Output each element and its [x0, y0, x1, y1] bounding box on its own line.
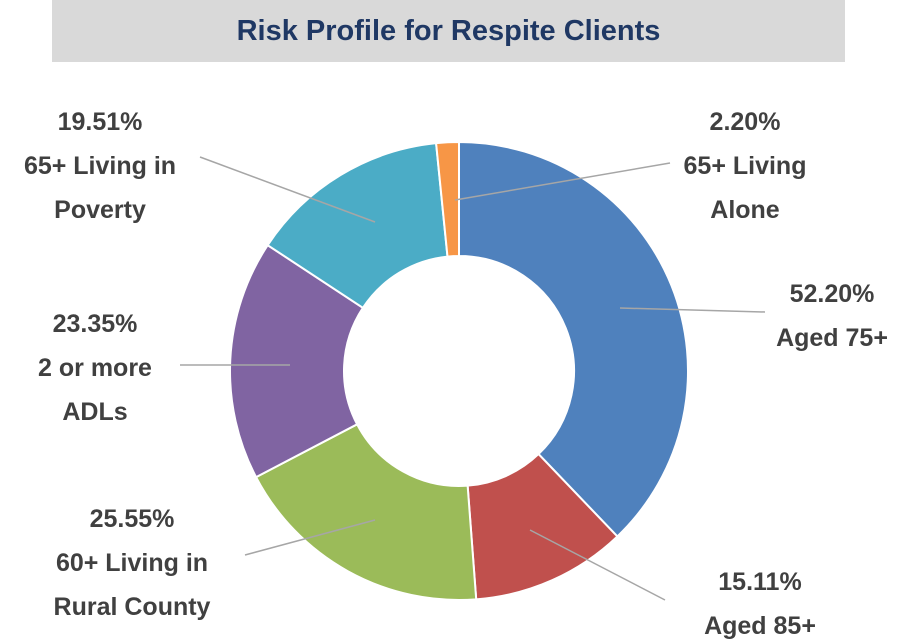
value-label: 52.20%: [789, 280, 875, 308]
slice-label: 23.35% 2 or more ADLs: [15, 302, 175, 434]
category-label: 2 or more ADLs: [38, 354, 152, 426]
leader-line: [244, 519, 376, 556]
category-label: Aged 85+: [704, 612, 816, 640]
donut-slice: [254, 422, 478, 601]
donut-slice: [434, 140, 460, 258]
chart-title: Risk Profile for Respite Clients: [236, 14, 661, 47]
category-label: 65+ Living Alone: [683, 152, 807, 224]
donut-slice: [458, 140, 689, 538]
leader-line: [199, 156, 376, 223]
title-band: Risk Profile for Respite Clients: [52, 0, 845, 62]
value-label: 2.20%: [709, 108, 781, 136]
category-label: 65+ Living in Poverty: [23, 152, 177, 224]
donut-slice: [229, 243, 365, 479]
value-label: 15.11%: [718, 568, 802, 596]
category-label: 60+ Living in Rural County: [53, 549, 211, 621]
slice-label: 52.20% Aged 75+: [732, 272, 912, 360]
slice-label: 19.51% 65+ Living in Poverty: [0, 100, 200, 232]
value-label: 23.35%: [52, 310, 138, 338]
slice-label: 25.55% 60+ Living in Rural County: [32, 497, 232, 629]
value-label: 19.51%: [57, 108, 143, 136]
leader-line: [619, 307, 766, 313]
leader-line: [454, 162, 671, 201]
leader-line: [529, 529, 666, 601]
donut-slice: [266, 142, 449, 310]
slice-label: 15.11% Aged 85+: [660, 560, 860, 642]
slice-label: 2.20% 65+ Living Alone: [665, 100, 825, 232]
category-label: Aged 75+: [776, 324, 888, 352]
value-label: 25.55%: [89, 505, 175, 533]
